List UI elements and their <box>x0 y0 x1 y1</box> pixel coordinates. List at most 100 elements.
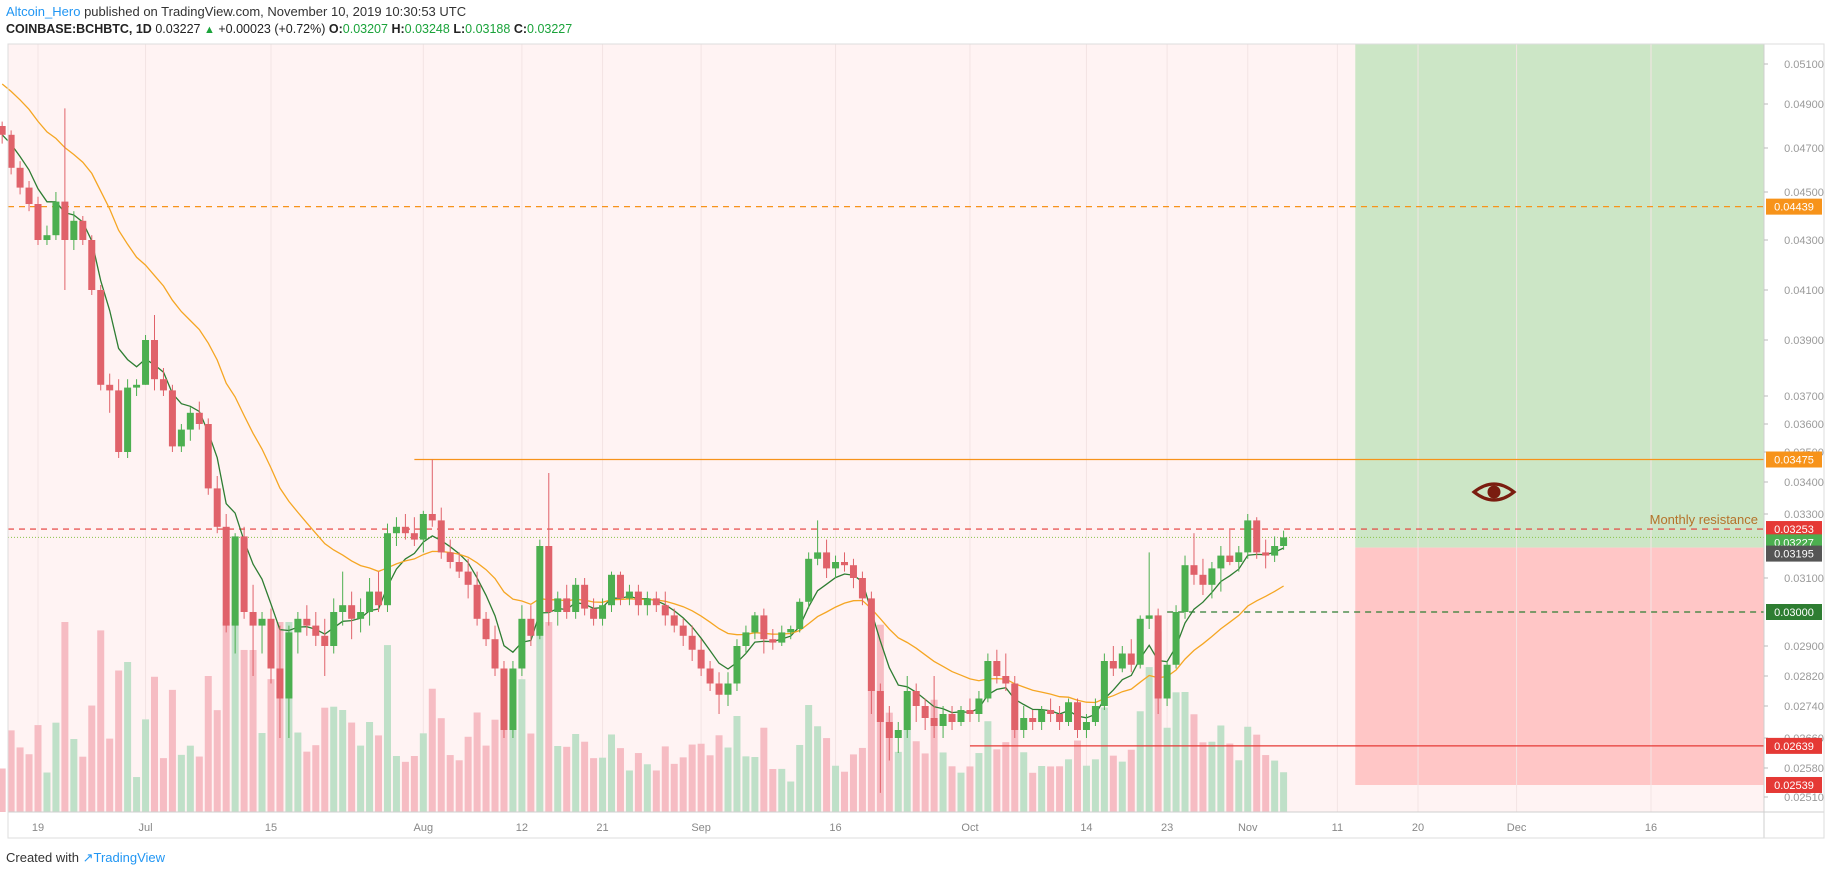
candle <box>876 683 884 793</box>
candle-body <box>643 598 651 606</box>
volume-bar <box>1065 759 1073 812</box>
y-tick-label: 0.03600 <box>1784 419 1824 431</box>
candle <box>1118 646 1126 673</box>
candle-body <box>491 639 499 669</box>
candle-body <box>357 612 365 619</box>
candle-body <box>706 668 714 684</box>
volume-bar <box>921 753 929 812</box>
candle <box>446 539 454 569</box>
candle <box>267 608 275 684</box>
candle-body <box>303 618 311 626</box>
candle-body <box>258 618 266 626</box>
candle-body <box>330 612 338 646</box>
candle <box>168 384 176 452</box>
candle <box>751 612 759 640</box>
volume-bar <box>1244 726 1252 812</box>
candle <box>957 706 965 726</box>
volume-bar <box>150 676 158 812</box>
tradingview-link[interactable]: TradingView <box>93 850 166 865</box>
candle-body <box>823 552 831 569</box>
author-link[interactable]: Altcoin_Hero <box>6 4 81 19</box>
volume-bar <box>1208 741 1216 812</box>
candle <box>706 661 714 691</box>
candle <box>1127 639 1135 673</box>
candle <box>348 591 356 640</box>
candle-body <box>849 565 857 578</box>
candle-body <box>124 387 132 452</box>
candle <box>715 672 723 714</box>
candle-body <box>446 552 454 562</box>
candle-body <box>383 533 391 606</box>
candle-body <box>204 424 212 489</box>
volume-bar <box>500 679 508 812</box>
candle-body <box>957 710 965 722</box>
candle-body <box>1073 702 1081 730</box>
volume-bar <box>1029 772 1037 812</box>
volume-bar <box>1172 692 1180 812</box>
candle-body <box>733 646 741 684</box>
footer: Created with ↗TradingView <box>6 850 165 866</box>
volume-bar <box>34 725 42 812</box>
candle <box>590 598 598 626</box>
candle <box>966 698 974 722</box>
tradingview-logo-icon: ↗ <box>82 850 94 865</box>
candle-body <box>688 635 696 650</box>
volume-bar <box>697 743 705 812</box>
candle <box>527 605 535 646</box>
low-label: L: <box>453 22 466 36</box>
candle <box>1100 653 1108 710</box>
x-tick-label: 23 <box>1161 822 1173 834</box>
candle <box>482 612 490 646</box>
candle-body <box>419 514 427 540</box>
volume-bar <box>437 718 445 812</box>
candle-body <box>348 605 356 619</box>
position-zones <box>1355 44 1764 785</box>
candle-body <box>186 412 194 430</box>
volume-bar <box>733 716 741 812</box>
high-value: 0.03248 <box>404 22 450 36</box>
candle <box>616 571 624 606</box>
candle-body <box>43 235 51 240</box>
price-label-bg <box>1766 198 1822 215</box>
candle <box>1020 706 1028 738</box>
candle <box>733 639 741 691</box>
candle-body <box>1262 552 1270 556</box>
volume-bar <box>249 650 257 812</box>
stop-zone <box>1355 547 1764 785</box>
candle-body <box>751 615 759 633</box>
candle <box>805 552 813 609</box>
volume-bar <box>1091 759 1099 812</box>
volume-bar <box>1100 707 1108 812</box>
candle-body <box>948 714 956 722</box>
candle <box>1109 646 1117 676</box>
candle <box>581 578 589 616</box>
volume-bar <box>258 733 266 812</box>
candle <box>213 476 221 534</box>
candle <box>894 722 902 753</box>
candle-body <box>1190 565 1198 575</box>
volume-bar <box>688 744 696 812</box>
volume-bar <box>348 722 356 812</box>
candle <box>787 625 795 640</box>
candle <box>401 514 409 540</box>
candle <box>1253 517 1261 559</box>
candle-body <box>88 240 96 290</box>
volume-bar <box>70 739 78 812</box>
candle <box>294 612 302 654</box>
candle <box>518 605 526 676</box>
candle <box>464 558 472 599</box>
candle <box>769 629 777 650</box>
candle-body <box>52 201 60 236</box>
volume-bar <box>446 755 454 812</box>
candle-body <box>903 691 911 730</box>
volume-bar <box>159 758 167 812</box>
volume-bar <box>231 622 239 812</box>
candle-body <box>805 558 813 602</box>
candle <box>975 691 983 722</box>
x-tick-label: 16 <box>1645 822 1657 834</box>
x-tick-label: Dec <box>1507 822 1527 834</box>
candle <box>276 625 284 738</box>
y-tick-label: 0.04500 <box>1784 187 1824 199</box>
candle <box>195 401 203 430</box>
